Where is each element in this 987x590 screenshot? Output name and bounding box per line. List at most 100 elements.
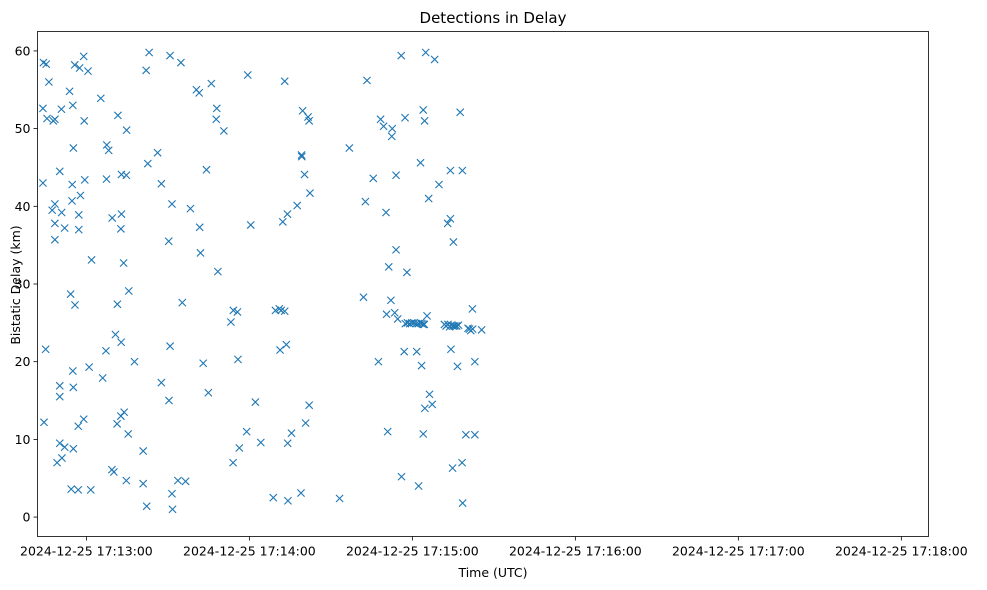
detection-point (80, 175, 89, 184)
detection-point (470, 430, 479, 439)
detection-point (213, 267, 222, 276)
detection-point (173, 476, 182, 485)
detection-point (42, 60, 51, 69)
detection-point (452, 321, 461, 330)
detection-point (111, 330, 120, 339)
detection-point (130, 357, 139, 366)
detection-point (416, 158, 425, 167)
detection-point (212, 104, 221, 113)
detection-point (166, 342, 175, 351)
detection-point (113, 111, 122, 120)
detection-point (446, 345, 455, 354)
detection-point (85, 363, 94, 372)
detection-point (397, 472, 406, 481)
detection-point (251, 398, 260, 407)
detection-point (417, 361, 426, 370)
detection-point (435, 180, 443, 189)
detection-point (168, 505, 177, 514)
detection-point (376, 115, 385, 124)
detection-point (43, 114, 51, 123)
detection-point (67, 485, 76, 494)
detection-point (443, 219, 452, 228)
detection-point (164, 237, 173, 246)
detection-point (70, 60, 79, 69)
y-axis-label: Bistatic Delay (km) (8, 225, 23, 344)
detection-point (102, 175, 111, 184)
detection-point (181, 477, 190, 486)
detection-point (242, 427, 251, 436)
detection-point (116, 224, 125, 233)
detection-point (384, 262, 393, 271)
detection-point (196, 248, 205, 257)
detection-point (470, 357, 479, 366)
detection-point (468, 325, 477, 334)
detection-point (419, 429, 428, 438)
y-tick-label: 40 (15, 199, 31, 214)
detection-point (60, 224, 69, 233)
detection-point (287, 429, 296, 438)
detection-point (55, 167, 64, 176)
detection-point (186, 204, 195, 213)
detection-point (400, 347, 409, 356)
detection-point (55, 439, 64, 448)
detection-point (424, 194, 433, 203)
detection-point (458, 499, 467, 508)
detection-point (101, 346, 110, 355)
detection-point (70, 300, 79, 309)
detection-point (69, 144, 78, 153)
detection-point (117, 210, 126, 219)
detection-point (428, 400, 437, 409)
detection-point (69, 444, 78, 453)
detection-point (280, 307, 289, 316)
detection-point (57, 454, 66, 463)
detection-point (44, 78, 53, 86)
detection-point (117, 338, 126, 347)
detection-point (456, 108, 465, 117)
x-tick-label: 2024-12-25 17:13:00 (20, 544, 153, 559)
detection-point (66, 290, 75, 299)
detection-point (38, 104, 47, 113)
detection-point (57, 208, 66, 217)
detection-point (124, 287, 133, 295)
detection-point (102, 140, 111, 149)
detection-point (233, 355, 242, 364)
detection-point (226, 318, 235, 327)
detection-point (74, 485, 83, 494)
detection-point (113, 300, 122, 309)
detection-point (278, 217, 287, 226)
detection-point (199, 359, 208, 368)
detection-point (283, 439, 292, 448)
detection-point (269, 493, 278, 502)
detection-point (388, 124, 397, 133)
detection-point (446, 166, 455, 175)
detection-point (229, 306, 238, 315)
detection-point (195, 223, 204, 232)
detection-point (243, 71, 252, 79)
detection-point (393, 314, 402, 323)
y-tick-label: 0 (23, 510, 31, 525)
detection-point (454, 321, 463, 330)
detection-point (301, 419, 310, 428)
detection-point (139, 479, 148, 488)
detection-point (204, 388, 213, 397)
detection-point (297, 489, 305, 497)
detection-point (50, 199, 59, 208)
detection-point (246, 220, 255, 229)
chart-title: Detections in Delay (420, 9, 567, 27)
detection-point (420, 404, 429, 413)
detection-point (60, 443, 69, 452)
detection-point (448, 464, 457, 473)
x-tick-label: 2024-12-25 17:15:00 (346, 544, 479, 559)
detection-point (423, 311, 432, 320)
detection-point (419, 320, 428, 329)
detection-point (420, 116, 429, 125)
detection-point (420, 320, 429, 329)
detection-point (425, 390, 434, 399)
detection-point (219, 126, 228, 135)
detection-point (477, 325, 486, 334)
detection-point (369, 174, 378, 183)
detection-point (300, 170, 309, 179)
detection-point (297, 152, 306, 161)
detection-point (178, 298, 187, 307)
detection-point (402, 268, 411, 277)
